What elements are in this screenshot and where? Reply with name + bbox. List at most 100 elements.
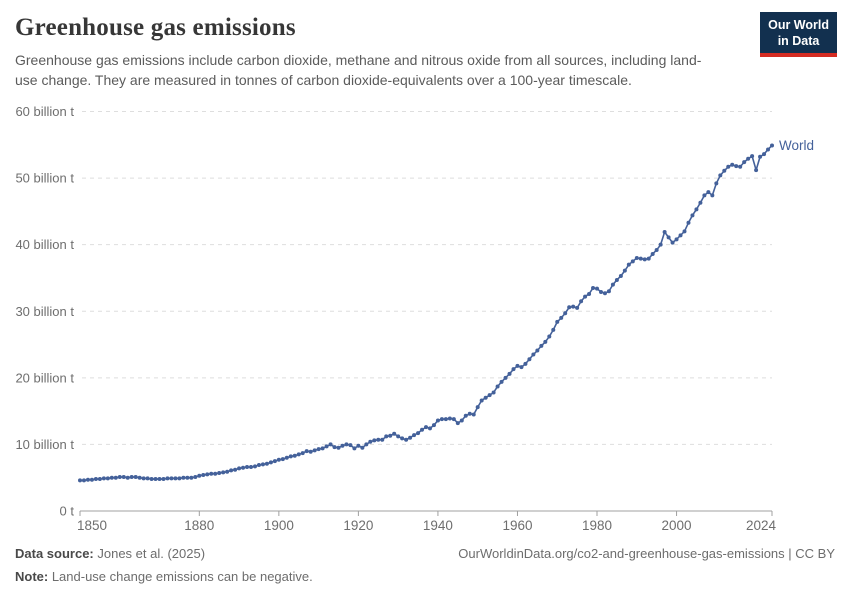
- data-point[interactable]: [614, 277, 619, 282]
- data-point[interactable]: [606, 289, 611, 294]
- data-point[interactable]: [535, 348, 540, 353]
- data-point[interactable]: [408, 435, 413, 440]
- data-point[interactable]: [503, 375, 508, 380]
- data-point[interactable]: [392, 431, 397, 436]
- data-point[interactable]: [698, 200, 703, 205]
- data-point[interactable]: [770, 143, 774, 148]
- data-point[interactable]: [483, 395, 488, 400]
- data-point[interactable]: [380, 437, 385, 442]
- data-point[interactable]: [435, 418, 440, 423]
- data-point[interactable]: [507, 371, 512, 376]
- data-point[interactable]: [754, 168, 759, 173]
- data-point[interactable]: [205, 472, 210, 477]
- data-point[interactable]: [638, 256, 643, 261]
- data-point[interactable]: [332, 445, 337, 450]
- data-point[interactable]: [714, 181, 719, 186]
- data-point[interactable]: [245, 465, 250, 470]
- data-point[interactable]: [304, 449, 309, 454]
- data-point[interactable]: [479, 398, 484, 403]
- data-point[interactable]: [622, 268, 627, 273]
- data-point[interactable]: [109, 475, 114, 480]
- data-point[interactable]: [78, 478, 82, 483]
- data-point[interactable]: [618, 273, 623, 278]
- data-point[interactable]: [702, 193, 707, 198]
- data-point[interactable]: [165, 476, 170, 481]
- data-point[interactable]: [666, 235, 671, 240]
- data-point[interactable]: [718, 173, 723, 178]
- data-point[interactable]: [571, 304, 576, 309]
- data-point[interactable]: [710, 193, 715, 198]
- data-point[interactable]: [424, 425, 428, 430]
- data-point[interactable]: [451, 417, 456, 422]
- data-point[interactable]: [276, 457, 281, 462]
- data-point[interactable]: [129, 475, 134, 480]
- data-point[interactable]: [340, 443, 345, 448]
- data-point[interactable]: [690, 213, 695, 218]
- data-point[interactable]: [591, 285, 596, 290]
- data-point[interactable]: [758, 154, 763, 159]
- data-point[interactable]: [575, 305, 580, 310]
- data-point[interactable]: [157, 477, 162, 482]
- data-point[interactable]: [133, 475, 138, 480]
- world-series-line[interactable]: [80, 144, 773, 482]
- data-point[interactable]: [284, 455, 289, 460]
- data-point[interactable]: [543, 339, 548, 344]
- data-point[interactable]: [587, 291, 592, 296]
- data-point[interactable]: [292, 453, 297, 458]
- data-point[interactable]: [642, 257, 647, 262]
- data-point[interactable]: [726, 164, 731, 169]
- data-point[interactable]: [388, 433, 393, 438]
- data-point[interactable]: [237, 466, 242, 471]
- data-point[interactable]: [145, 476, 150, 481]
- data-point[interactable]: [177, 476, 182, 481]
- data-point[interactable]: [463, 413, 468, 418]
- data-point[interactable]: [149, 477, 154, 482]
- data-point[interactable]: [105, 476, 110, 481]
- data-point[interactable]: [97, 477, 102, 482]
- data-point[interactable]: [328, 442, 333, 447]
- data-point[interactable]: [308, 449, 313, 454]
- data-point[interactable]: [523, 361, 528, 366]
- data-point[interactable]: [233, 467, 238, 472]
- data-point[interactable]: [551, 327, 556, 332]
- data-point[interactable]: [766, 147, 771, 152]
- data-point[interactable]: [475, 405, 480, 410]
- data-point[interactable]: [471, 412, 476, 417]
- data-point[interactable]: [678, 233, 683, 238]
- data-point[interactable]: [256, 463, 261, 468]
- data-point[interactable]: [646, 256, 651, 261]
- data-point[interactable]: [658, 242, 663, 247]
- data-point[interactable]: [225, 469, 230, 474]
- data-point[interactable]: [515, 363, 520, 368]
- data-point[interactable]: [447, 416, 452, 421]
- data-point[interactable]: [487, 393, 492, 398]
- data-point[interactable]: [400, 436, 405, 441]
- data-point[interactable]: [559, 315, 564, 320]
- data-point[interactable]: [113, 475, 118, 480]
- data-point[interactable]: [217, 471, 222, 476]
- data-point[interactable]: [674, 237, 679, 242]
- data-point[interactable]: [153, 477, 158, 482]
- data-point[interactable]: [722, 168, 727, 173]
- data-point[interactable]: [694, 207, 699, 212]
- data-point[interactable]: [376, 437, 381, 442]
- data-point[interactable]: [491, 390, 496, 395]
- data-point[interactable]: [117, 475, 122, 480]
- data-point[interactable]: [412, 433, 417, 438]
- data-point[interactable]: [634, 255, 639, 260]
- data-point[interactable]: [467, 411, 472, 416]
- data-point[interactable]: [296, 452, 301, 457]
- data-point[interactable]: [372, 438, 377, 443]
- data-point[interactable]: [161, 477, 166, 482]
- data-point[interactable]: [563, 311, 568, 316]
- data-point[interactable]: [181, 475, 186, 480]
- data-point[interactable]: [396, 434, 401, 439]
- data-point[interactable]: [352, 446, 357, 451]
- data-point[interactable]: [356, 443, 361, 448]
- data-point[interactable]: [630, 259, 635, 264]
- data-point[interactable]: [662, 230, 667, 235]
- data-point[interactable]: [459, 418, 464, 423]
- data-point[interactable]: [746, 156, 751, 161]
- data-point[interactable]: [229, 468, 234, 473]
- data-point[interactable]: [344, 442, 349, 447]
